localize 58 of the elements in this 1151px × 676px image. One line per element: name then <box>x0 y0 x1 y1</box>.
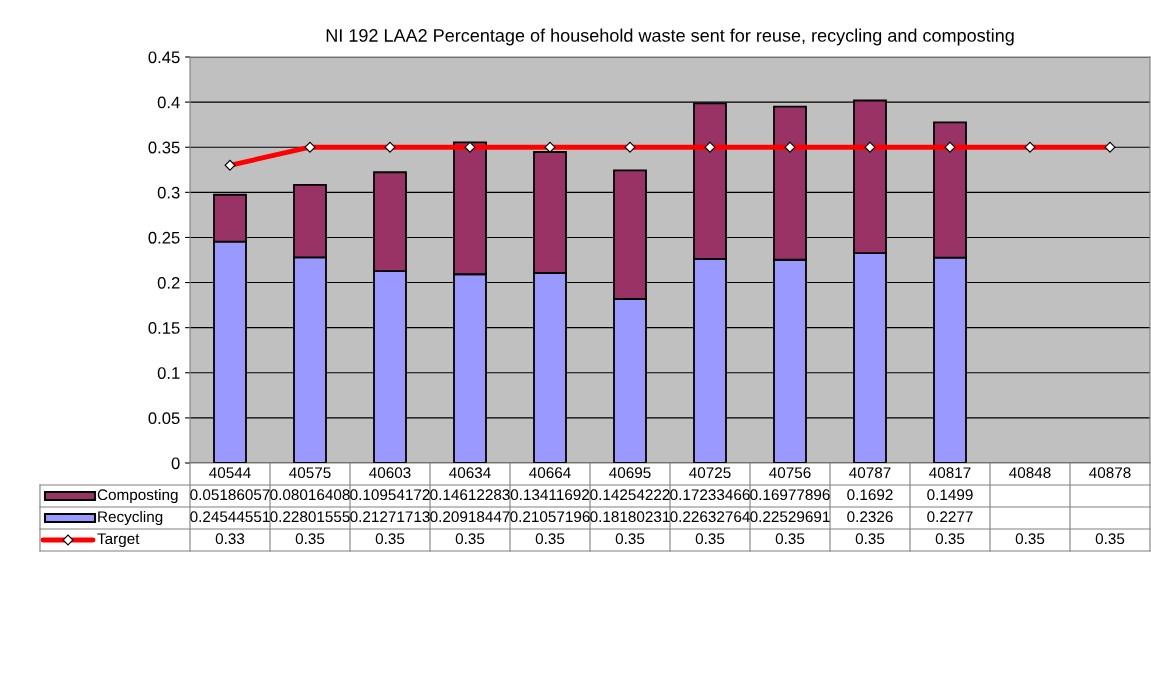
y-tick-label: 0.3 <box>157 186 180 199</box>
x-tick-label: 40634 <box>449 467 491 479</box>
x-tick-label: 40725 <box>689 467 731 479</box>
data-label: 0.10954172 <box>350 489 430 501</box>
data-label: 0.14612283 <box>430 489 510 501</box>
y-tick-label: 0.25 <box>148 231 180 244</box>
data-label: 0.35 <box>1015 533 1045 545</box>
data-label: 0.16977896 <box>750 489 830 501</box>
y-tick-label: 0.2 <box>157 276 180 289</box>
data-label: 0.35 <box>935 533 965 545</box>
y-tick-label: 0.45 <box>148 51 180 64</box>
y-tick-label: 0.35 <box>148 141 180 154</box>
data-label: 0.35 <box>295 533 325 545</box>
data-label: 0.1692 <box>847 489 893 501</box>
y-tick-label: 0.05 <box>148 412 180 425</box>
data-label: 0.2277 <box>927 511 973 523</box>
data-label: 0.20918447 <box>430 511 510 523</box>
data-label: 0.22529691 <box>750 511 830 523</box>
data-label: 0.2326 <box>847 511 893 523</box>
y-tick-label: 0.15 <box>148 322 180 334</box>
x-tick-label: 40817 <box>929 467 971 479</box>
data-label: 0.33 <box>215 533 245 545</box>
data-label: 0.08016408 <box>270 489 350 501</box>
data-label: 0.35 <box>695 533 725 545</box>
data-label: 0.35 <box>615 533 645 545</box>
y-tick-label: 0.1 <box>157 367 180 379</box>
x-tick-label: 40848 <box>1009 467 1051 479</box>
data-label: 0.35 <box>455 533 485 545</box>
legend-label: Composting <box>97 488 178 504</box>
x-tick-label: 40664 <box>529 467 571 479</box>
data-label: 0.05186057 <box>190 489 270 501</box>
x-tick-label: 40878 <box>1089 467 1131 479</box>
data-label: 0.14254222 <box>590 489 670 501</box>
data-label: 0.21271713 <box>350 511 430 523</box>
legend-label: Recycling <box>98 510 163 526</box>
data-label: 0.1499 <box>927 489 973 501</box>
data-label: 0.35 <box>855 533 885 545</box>
data-label: 0.35 <box>375 533 405 545</box>
x-tick-label: 40544 <box>209 467 251 479</box>
data-label: 0.22801555 <box>270 511 350 523</box>
data-label: 0.17233466 <box>670 489 750 501</box>
data-label: 0.21057196 <box>510 511 590 523</box>
data-label: 0.35 <box>535 533 565 545</box>
x-tick-label: 40756 <box>769 467 811 479</box>
x-tick-label: 40575 <box>289 467 331 479</box>
x-tick-label: 40603 <box>369 467 411 479</box>
data-label: 0.24544551 <box>190 511 270 523</box>
y-tick-label: 0 <box>171 457 180 470</box>
chart-title: NI 192 LAA2 Percentage of household waste sent for reuse, recycling and composting <box>326 28 1014 46</box>
legend-label: Target <box>97 533 140 548</box>
data-label: 0.22632764 <box>670 511 750 523</box>
data-label: 0.35 <box>1095 533 1125 545</box>
x-tick-label: 40787 <box>849 467 891 479</box>
x-tick-label: 40695 <box>609 467 651 479</box>
data-label: 0.35 <box>775 533 805 545</box>
data-label: 0.13411692 <box>510 489 590 501</box>
data-label: 0.18180231 <box>590 511 670 523</box>
y-tick-label: 0.4 <box>157 96 180 109</box>
